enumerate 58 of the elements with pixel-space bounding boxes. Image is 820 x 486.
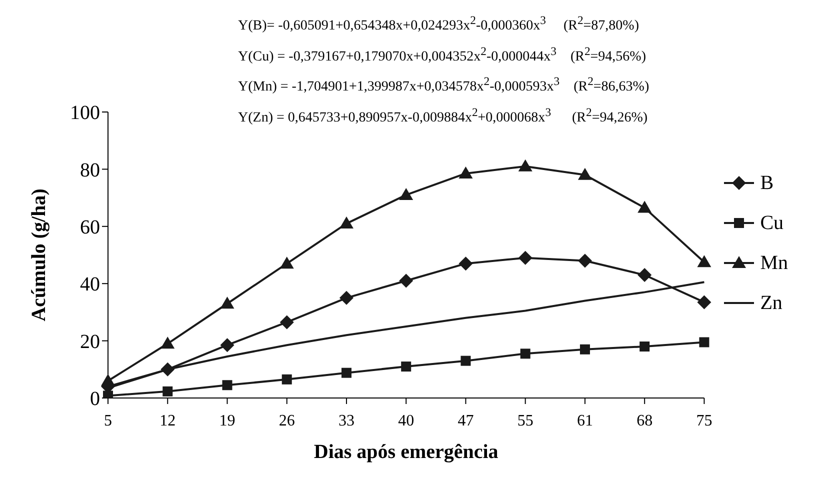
y-tick-label: 100 — [70, 102, 100, 124]
y-tick-label: 20 — [80, 330, 100, 353]
y-tick-label: 60 — [80, 216, 100, 238]
point — [578, 254, 592, 268]
legend-label: Mn — [760, 251, 788, 276]
point — [578, 168, 592, 180]
point — [220, 296, 234, 309]
point — [339, 290, 354, 305]
text: Y(Zn) = 0,645733+0,890957x-0,009884x$^{2}$+0,000068x$^{3}$ (R$^{2}$=94,26%) — [238, 106, 648, 126]
point — [518, 250, 532, 265]
point — [460, 356, 471, 366]
point — [697, 255, 712, 268]
point — [162, 386, 173, 396]
x-tick-label: 61 — [576, 412, 593, 430]
point — [458, 166, 473, 178]
y-tick-label: 0 — [90, 388, 100, 410]
point — [518, 159, 532, 172]
y-axis-title: Acúmulo (g/ha) — [28, 188, 50, 322]
point — [280, 315, 294, 330]
point — [640, 342, 650, 352]
text: Y(Mn) = -1,704901+1,399987x+0,034578x$^{2}$-0,000593x$^{3}$ (R$^{2}$=86,63%) — [238, 75, 650, 95]
point — [339, 216, 354, 229]
x-axis-title: Dias após emergência — [314, 441, 498, 463]
point — [222, 380, 232, 390]
point — [399, 188, 414, 200]
point — [638, 268, 652, 282]
point — [101, 374, 115, 386]
point — [280, 256, 294, 269]
point — [638, 200, 652, 213]
text: Y(B)= -0,605091+0,654348x+0,024293x$^{2}$-0,000360x$^{3}$ (R$^{2}$=87,80%) — [238, 14, 640, 34]
point — [580, 344, 590, 354]
y-tick-label: 80 — [80, 159, 100, 182]
point — [220, 338, 234, 352]
x-tick-label: 47 — [458, 412, 474, 430]
x-tick-label: 5 — [104, 412, 112, 430]
x-tick-label: 75 — [696, 412, 712, 430]
x-tick-label: 12 — [160, 412, 176, 430]
point — [699, 337, 710, 348]
x-tick-label: 55 — [517, 412, 534, 430]
point — [282, 374, 292, 384]
point — [160, 336, 175, 349]
x-tick-label: 26 — [278, 412, 295, 430]
x-tick-label: 40 — [398, 412, 414, 430]
point — [697, 295, 712, 310]
legend-label: B — [760, 171, 774, 196]
legend-label: Cu — [760, 211, 784, 236]
x-tick-label: 33 — [338, 412, 354, 430]
point — [458, 256, 473, 271]
x-tick-label: 68 — [636, 412, 653, 430]
point — [401, 362, 412, 372]
legend-label: Zn — [760, 291, 782, 316]
text: Y(Cu) = -0,379167+0,179070x+0,004352x$^{2}$-0,000044x$^{3}$ (R$^{2}$=94,56%) — [238, 44, 646, 64]
point — [399, 274, 414, 288]
y-tick-label: 40 — [80, 274, 100, 296]
x-tick-label: 19 — [219, 412, 236, 430]
point — [520, 348, 530, 359]
point — [160, 362, 175, 376]
point — [341, 368, 352, 378]
